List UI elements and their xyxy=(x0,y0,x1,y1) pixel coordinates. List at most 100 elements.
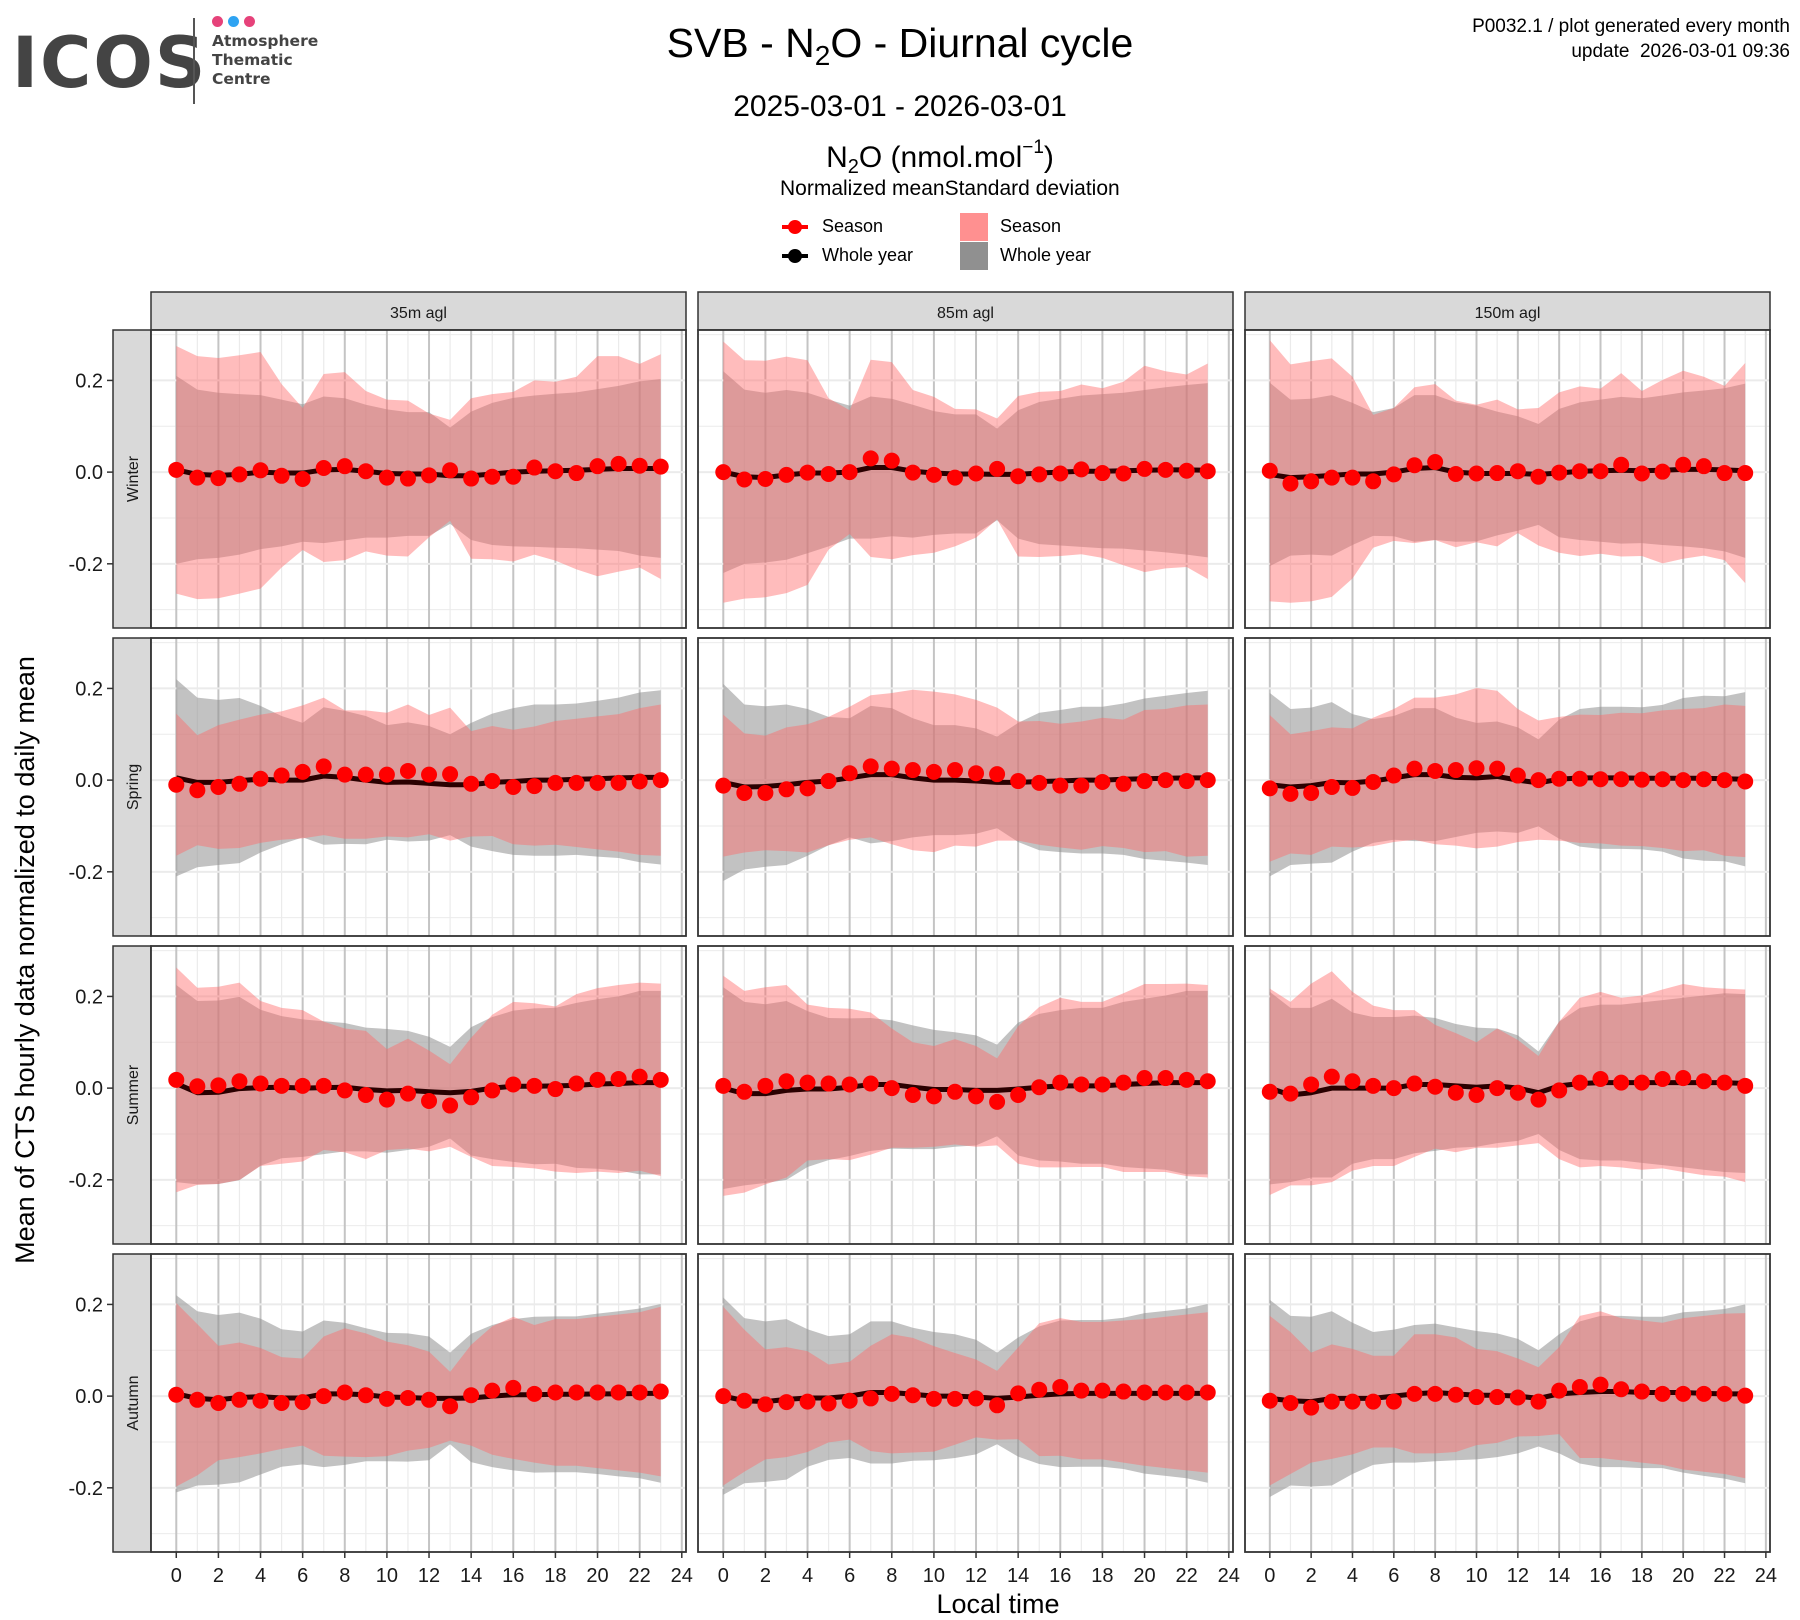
mean-point-season xyxy=(463,775,480,792)
mean-point-season xyxy=(1010,468,1027,485)
mean-point-season xyxy=(1073,461,1090,478)
mean-line-whole-year xyxy=(722,465,1208,481)
mean-point-season xyxy=(1073,1076,1090,1093)
facet-panel xyxy=(150,1253,687,1553)
mean-point-season xyxy=(294,471,311,487)
mean-point-season xyxy=(547,463,564,480)
x-tick-label: 8 xyxy=(339,1565,350,1587)
mean-point-season xyxy=(1737,1077,1754,1094)
mean-point-season xyxy=(1468,760,1485,777)
mean-point-season xyxy=(1052,465,1069,482)
mean-point-season xyxy=(1261,462,1278,479)
mean-point-season xyxy=(442,766,459,783)
panel-border xyxy=(150,329,687,629)
logo-dot xyxy=(244,16,255,27)
mean-point-season xyxy=(1716,1074,1733,1091)
mean-point-season xyxy=(1178,1071,1195,1088)
mean-point-season xyxy=(378,469,395,486)
x-tick-label: 18 xyxy=(544,1565,566,1587)
mean-point-season xyxy=(378,1390,395,1407)
panel-border xyxy=(150,945,687,1245)
mean-point-season xyxy=(1509,463,1526,480)
y-tick-label: 0.2 xyxy=(75,1294,103,1316)
mean-point-season xyxy=(820,465,837,482)
mean-point-season xyxy=(1468,1087,1485,1103)
plot-id-line: P0032.1 / plot generated every month xyxy=(1472,16,1790,37)
mean-point-season xyxy=(1551,1382,1568,1399)
mean-point-season xyxy=(1551,464,1568,481)
x-tick-label: 10 xyxy=(1465,1565,1487,1587)
unit-superscript: −1 xyxy=(1022,137,1044,158)
mean-point-season xyxy=(1303,1399,1320,1416)
mean-point-season xyxy=(1571,463,1588,480)
facet-panel xyxy=(1244,329,1771,629)
y-tick-label: -0.2 xyxy=(69,1478,103,1500)
mean-line-whole-year xyxy=(1269,465,1746,481)
mean-point-season xyxy=(989,1093,1006,1110)
logo-subtitle: Atmosphere Thematic Centre xyxy=(212,32,318,89)
mean-point-season xyxy=(736,1083,753,1100)
x-tick-label: 2 xyxy=(213,1565,224,1587)
mean-point-season xyxy=(610,1070,627,1087)
mean-point-season xyxy=(168,776,185,793)
mean-point-season xyxy=(1695,771,1712,788)
mean-line-whole-year xyxy=(175,1080,661,1096)
unit-mid: O (nmol.mol xyxy=(858,141,1023,174)
title-prefix: SVB - N xyxy=(666,20,815,66)
sd-band-season xyxy=(723,689,1208,857)
mean-point-season xyxy=(904,762,921,779)
mean-point-season xyxy=(946,1390,963,1407)
x-tick-label: 10 xyxy=(376,1565,398,1587)
mean-point-season xyxy=(273,767,290,784)
panel-border xyxy=(1244,1253,1771,1553)
mean-point-season xyxy=(210,1395,227,1411)
x-tick-label: 20 xyxy=(586,1565,608,1587)
mean-point-season xyxy=(1344,1393,1361,1410)
mean-point-season xyxy=(968,1088,985,1105)
y-tick-label: 0.2 xyxy=(75,986,103,1008)
mean-point-season xyxy=(1199,1384,1216,1401)
mean-point-season xyxy=(778,1394,795,1411)
panel-border xyxy=(150,1253,687,1553)
panel-background xyxy=(698,330,1233,628)
mean-point-season xyxy=(189,1078,206,1095)
mean-point-season xyxy=(1654,1385,1671,1402)
x-tick-label: 24 xyxy=(1755,1565,1777,1587)
panel-background xyxy=(151,1254,686,1552)
x-tick-label: 22 xyxy=(629,1565,651,1587)
mean-point-season xyxy=(1447,465,1464,482)
mean-point-season xyxy=(1737,465,1754,482)
mean-point-season xyxy=(1178,462,1195,479)
mean-point-season xyxy=(1654,463,1671,480)
chart-title: SVB - N2O - Diurnal cycle xyxy=(0,20,1800,72)
y-tick-label: -0.2 xyxy=(69,1170,103,1192)
mean-line-whole-year xyxy=(722,772,1208,790)
title-suffix: O - Diurnal cycle xyxy=(830,20,1134,66)
panel-border xyxy=(1244,329,1771,629)
mean-point-season xyxy=(1551,770,1568,787)
mean-point-season xyxy=(1115,1074,1132,1091)
grey-swatch-icon xyxy=(960,241,988,270)
x-tick-label: 22 xyxy=(1713,1565,1735,1587)
legend-label: Season xyxy=(822,216,884,236)
mean-point-season xyxy=(610,774,627,791)
mean-point-season xyxy=(294,1394,311,1411)
x-axis-label: Local time xyxy=(936,1589,1059,1619)
unit-prefix: N xyxy=(826,141,848,174)
mean-point-season xyxy=(1365,473,1382,490)
mean-point-season xyxy=(1427,1385,1444,1402)
sd-band-whole-year xyxy=(723,1297,1208,1495)
mean-point-season xyxy=(1592,1070,1609,1087)
mean-point-season xyxy=(1530,772,1547,789)
mean-point-season xyxy=(757,471,774,487)
panel-background xyxy=(1245,946,1770,1244)
mean-line-whole-year xyxy=(1269,1080,1746,1098)
mean-point-season xyxy=(547,1384,564,1401)
mean-point-season xyxy=(1592,1376,1609,1393)
mean-point-season xyxy=(1385,1393,1402,1410)
sd-band-season xyxy=(176,1303,661,1487)
mean-point-season xyxy=(231,775,248,792)
mean-point-season xyxy=(399,762,416,779)
mean-point-season xyxy=(547,774,564,791)
mean-point-season xyxy=(526,459,543,476)
